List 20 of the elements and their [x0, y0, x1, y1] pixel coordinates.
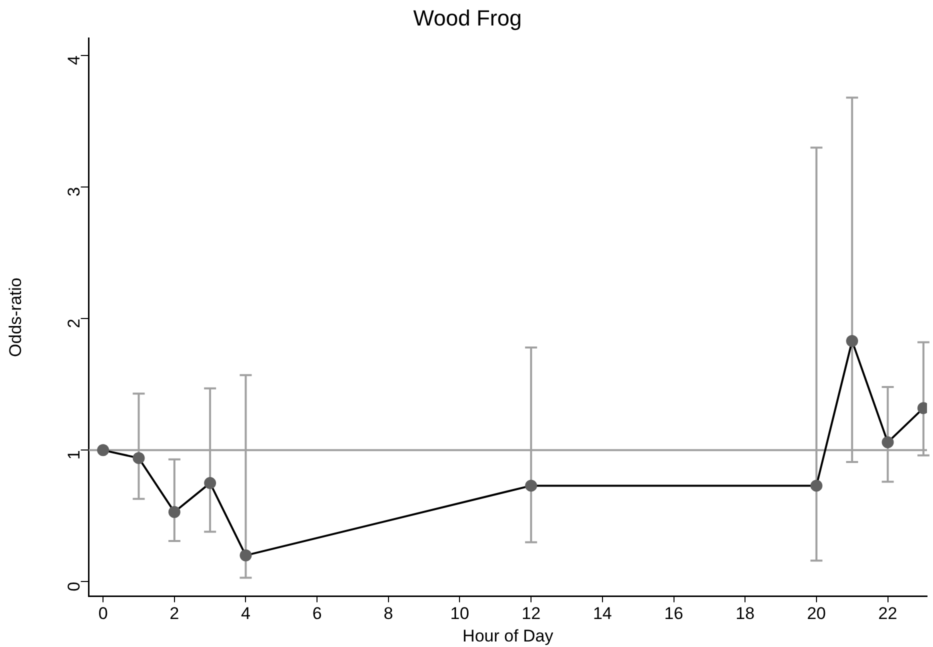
x-tick-label: 14	[592, 604, 612, 624]
x-axis-title: Hour of Day	[462, 626, 554, 646]
x-tick-label: 20	[806, 604, 826, 624]
y-tick-label: 0	[64, 582, 84, 592]
x-tick-label: 18	[736, 604, 755, 624]
y-tick-label: 2	[64, 318, 84, 328]
x-tick-label: 12	[522, 604, 541, 624]
x-tick-label: 0	[98, 604, 108, 624]
x-tick-label: 8	[384, 604, 394, 624]
x-tick-label: 16	[664, 604, 684, 624]
y-axis-title: Odds-ratio	[6, 278, 25, 357]
x-tick-label: 4	[241, 604, 250, 624]
y-tick-label: 1	[64, 450, 84, 460]
y-tick-label: 3	[64, 187, 84, 197]
x-tick-label: 22	[878, 604, 898, 624]
x-tick-label: 6	[312, 604, 322, 624]
x-tick-label: 10	[450, 604, 470, 624]
y-tick-label: 4	[64, 56, 84, 65]
chart-title: Wood Frog	[413, 5, 522, 30]
x-tick-label: 2	[170, 604, 180, 624]
